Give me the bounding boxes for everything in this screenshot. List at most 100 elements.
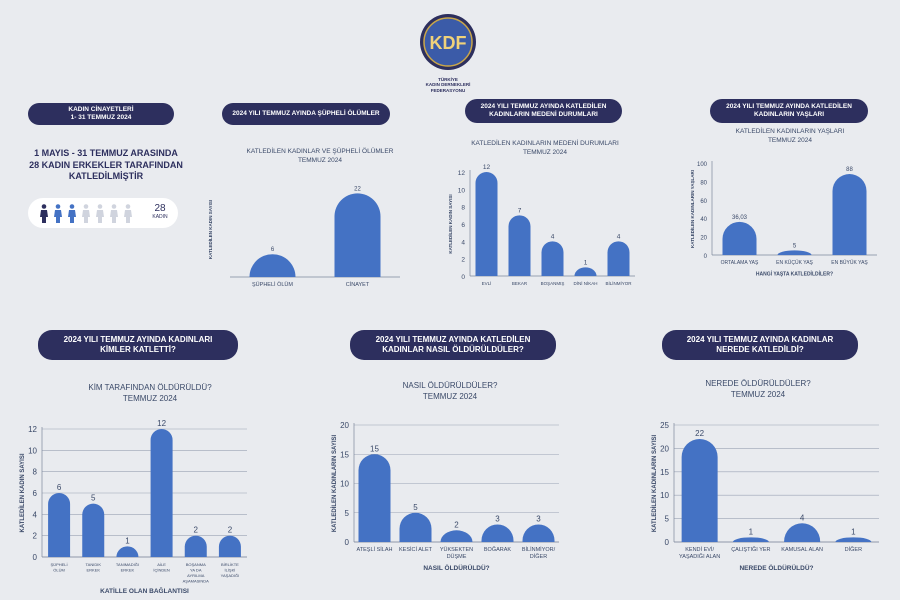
x-axis-title: HANGİ YAŞTA KATLEDİLDİLER? bbox=[756, 271, 833, 278]
summary-line: KATLEDİLMİŞTİR bbox=[68, 171, 144, 182]
summary-text: 1 MAYIS - 31 TEMMUZ ARASINDA 28 KADIN ER… bbox=[18, 148, 194, 183]
y-tick-label: 15 bbox=[660, 468, 669, 477]
logo-line: FEDERASYONU bbox=[430, 87, 466, 93]
data-label: 3 bbox=[495, 514, 500, 523]
y-tick-label: 0 bbox=[461, 274, 465, 281]
bar bbox=[607, 241, 630, 276]
y-tick-label: 12 bbox=[28, 425, 37, 434]
data-label: 6 bbox=[271, 247, 275, 253]
data-label: 2 bbox=[228, 526, 233, 535]
y-tick-label: 4 bbox=[461, 239, 465, 246]
chart-title-line: NASIL ÖLDÜRÜLDÜLER? bbox=[402, 381, 498, 390]
y-tick-label: 6 bbox=[461, 222, 465, 229]
bar bbox=[835, 537, 872, 542]
x-tick-label: YAŞADIĞI bbox=[221, 573, 240, 578]
data-label: 7 bbox=[518, 207, 522, 214]
x-tick-label: KESİCİ ALET bbox=[399, 546, 433, 553]
data-label: 12 bbox=[157, 419, 166, 428]
y-tick-label: 2 bbox=[33, 532, 38, 541]
chart-yas: 0 20 40 60 80 100 36,03 ORTALAMA YAŞ 5 EN KÜÇÜK Y… bbox=[689, 161, 877, 278]
x-tick-label: AŞAMASINDA bbox=[183, 579, 210, 584]
x-tick-label: EN KÜÇÜK YAŞ bbox=[776, 259, 813, 266]
chart-title-line: TEMMUZ 2024 bbox=[522, 148, 568, 156]
y-tick-label: 10 bbox=[28, 446, 37, 455]
data-label: 22 bbox=[354, 186, 361, 192]
bar bbox=[475, 172, 498, 276]
x-tick-label: YAŞADIĞI ALAN bbox=[679, 553, 720, 560]
pill-line: 2024 YILI TEMMUZ AYINDA KADINLARI bbox=[63, 335, 213, 344]
data-label: 22 bbox=[695, 429, 704, 438]
x-tick-label: ŞÜPHELİ ÖLÜM bbox=[252, 281, 293, 288]
y-tick-label: 20 bbox=[660, 444, 669, 453]
x-tick-label: DÜŞME bbox=[447, 553, 467, 560]
bar bbox=[249, 254, 296, 277]
data-label: 6 bbox=[57, 483, 62, 492]
pill-supheli: 2024 YILI TEMMUZ AYINDA ŞÜPHELİ ÖLÜMLER bbox=[222, 103, 390, 125]
bar bbox=[784, 523, 821, 542]
pill-line: 2024 YILI TEMMUZ AYINDA KATLEDİLEN bbox=[375, 335, 531, 344]
chart-title-line: TEMMUZ 2024 bbox=[122, 393, 178, 403]
y-tick-label: 80 bbox=[700, 180, 707, 186]
pill-nerede: 2024 YILI TEMMUZ AYINDA KADINLAR NEREDE … bbox=[662, 330, 858, 360]
y-tick-label: 8 bbox=[461, 205, 465, 212]
chart-supheli: 6 ŞÜPHELİ ÖLÜM 22 CİNAYET KATLEDİLEN KADIN S… bbox=[207, 186, 400, 288]
x-tick-label: AYRILMA bbox=[187, 573, 205, 578]
bar bbox=[218, 535, 241, 557]
data-label: 4 bbox=[617, 233, 621, 240]
data-label: 1 bbox=[851, 527, 856, 536]
data-label: 88 bbox=[846, 167, 853, 173]
y-tick-label: 4 bbox=[33, 510, 38, 519]
bar bbox=[150, 429, 173, 557]
x-tick-label: BOŞANMIŞ bbox=[541, 281, 565, 286]
x-tick-label: TANIMADIĞI bbox=[116, 562, 139, 567]
x-tick-label: ÇALIŞTIĞI YER bbox=[731, 546, 770, 553]
y-tick-label: 5 bbox=[665, 515, 670, 524]
y-tick-label: 12 bbox=[458, 170, 466, 177]
x-tick-label: ERKEK bbox=[121, 568, 135, 573]
y-tick-label: 20 bbox=[340, 421, 349, 430]
data-label: 12 bbox=[483, 164, 491, 171]
x-tick-label: YÜKSEKTEN bbox=[440, 546, 473, 553]
pill-line: NEREDE KATLEDİLDİ? bbox=[716, 345, 804, 354]
y-tick-label: 10 bbox=[340, 480, 349, 489]
x-tick-label: KENDİ EVİ/ bbox=[685, 546, 714, 553]
data-label: 5 bbox=[793, 243, 797, 249]
data-label: 2 bbox=[194, 526, 199, 535]
y-axis-title: KATLEDİLEN KADINLARIN SAYISI bbox=[651, 435, 658, 533]
bar bbox=[440, 530, 473, 542]
bar bbox=[184, 535, 207, 557]
x-tick-label: DİĞER bbox=[845, 546, 862, 553]
y-tick-label: 0 bbox=[704, 254, 708, 260]
x-axis-title: NASIL ÖLDÜRÜLDÜ? bbox=[423, 563, 489, 572]
bar bbox=[334, 193, 381, 277]
chart-title-line: NEREDE ÖLDÜRÜLDÜLER? bbox=[705, 379, 811, 388]
bar bbox=[832, 174, 867, 255]
y-tick-label: 8 bbox=[33, 468, 38, 477]
bar bbox=[522, 524, 555, 542]
x-tick-label: ORTALAMA YAŞ bbox=[721, 260, 759, 266]
woman-figure-icon bbox=[96, 204, 104, 223]
pill-kimler: 2024 YILI TEMMUZ AYINDA KADINLARI KİMLER… bbox=[38, 330, 238, 360]
chart-title-line: KATLEDİLEN KADINLAR VE ŞÜPHELİ ÖLÜMLER bbox=[246, 148, 394, 155]
chart-title-line: KATLEDİLEN KADINLARIN MEDENİ DURUMLARI bbox=[471, 140, 619, 147]
pill-line: 2024 YILI TEMMUZ AYINDA KATLEDİLEN bbox=[726, 102, 852, 110]
chart-title-line: TEMMUZ 2024 bbox=[767, 136, 813, 144]
woman-figure-icon bbox=[82, 204, 90, 223]
logo-line: TÜRKİYE bbox=[438, 77, 458, 82]
data-label: 1 bbox=[584, 259, 588, 266]
bar bbox=[722, 221, 757, 255]
figure-count: 28 KADIN bbox=[145, 203, 175, 220]
pill-line: KADINLAR NASIL ÖLDÜRÜLDÜLER? bbox=[382, 345, 524, 354]
x-tick-label: DİNİ NİKAH bbox=[573, 280, 597, 286]
logo-emblem-icon: KDF bbox=[420, 14, 476, 70]
x-tick-label: ATEŞLİ SİLAH bbox=[357, 546, 393, 553]
x-tick-label: BEKAR bbox=[512, 281, 528, 286]
y-tick-label: 0 bbox=[33, 553, 38, 562]
y-tick-label: 10 bbox=[660, 491, 669, 500]
x-tick-label: ŞÜPHELİ bbox=[51, 562, 68, 567]
woman-figure-icon bbox=[40, 204, 48, 223]
pill-line: KADINLARIN YAŞLARI bbox=[753, 111, 825, 118]
pill-line: KİMLER KATLETTİ? bbox=[100, 345, 176, 354]
bar bbox=[399, 512, 432, 542]
women-figure-box: 28 KADIN bbox=[28, 198, 178, 228]
